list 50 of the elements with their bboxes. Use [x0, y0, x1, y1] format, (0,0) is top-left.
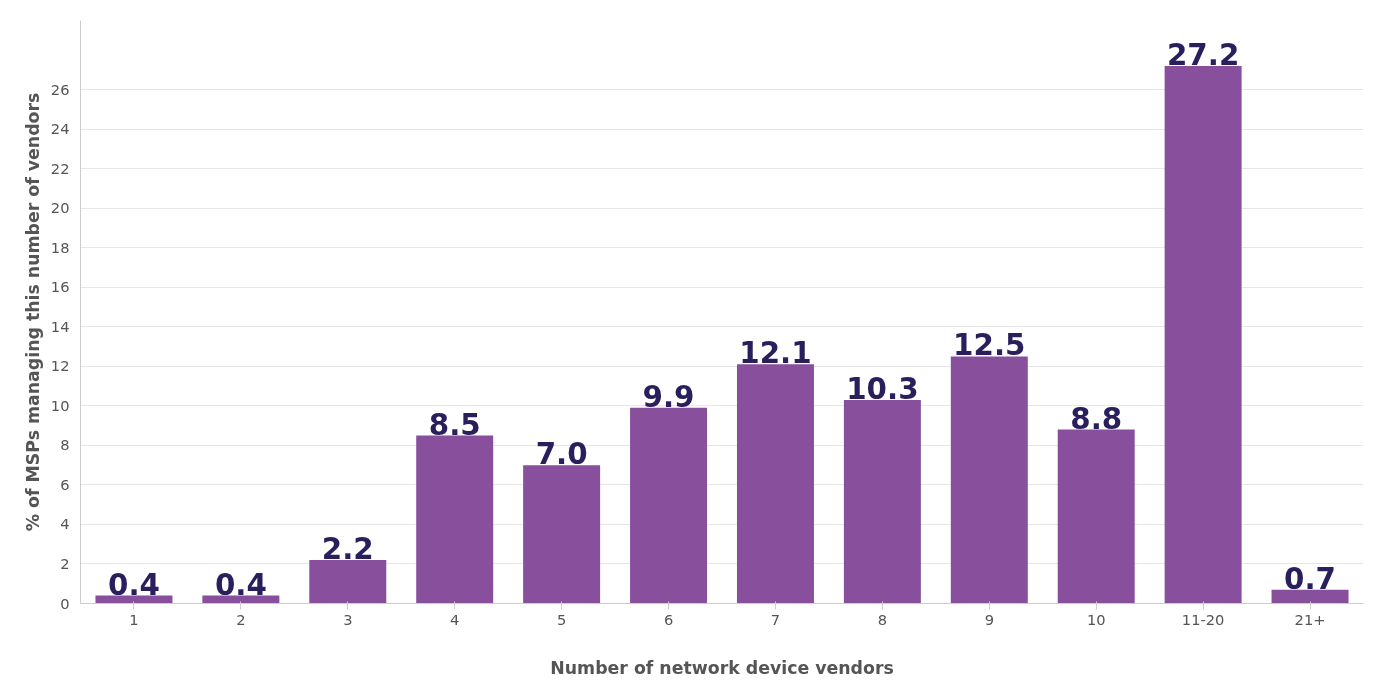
y-tick-label: 22	[50, 159, 70, 177]
x-tick-label: 10	[1086, 610, 1106, 628]
y-tick-label: 24	[50, 120, 70, 138]
data-label: 27.2	[1166, 37, 1240, 72]
x-tick-label: 5	[556, 610, 567, 628]
y-tick-label: 6	[60, 475, 70, 493]
x-tick-label: 21+	[1294, 610, 1326, 628]
x-tick-label: 9	[984, 610, 994, 628]
data-label: 7.0	[535, 437, 588, 472]
bar	[1164, 65, 1242, 604]
y-tick-label: 26	[50, 80, 70, 98]
data-label: 2.2	[321, 532, 374, 567]
bar	[416, 435, 494, 604]
bar	[950, 356, 1028, 604]
bar	[523, 465, 601, 604]
data-label: 12.1	[739, 336, 812, 371]
y-tick-label: 14	[50, 317, 70, 335]
x-tick-label: 1	[129, 610, 139, 628]
y-tick-label: 2	[60, 554, 70, 572]
bar	[630, 407, 708, 604]
y-axis-title: % of MSPs managing this number of vendors	[22, 92, 43, 532]
x-tick-label: 4	[450, 610, 460, 628]
x-tick-label: 2	[236, 610, 246, 628]
bar	[843, 399, 921, 604]
y-tick-label: 0	[60, 594, 70, 612]
x-tick-label: 7	[770, 610, 781, 628]
data-label: 0.7	[1284, 561, 1337, 596]
data-label: 12.5	[953, 328, 1026, 363]
y-tick-label: 16	[50, 278, 70, 296]
bar	[736, 364, 814, 604]
y-tick-label: 4	[60, 515, 70, 533]
data-label: 10.3	[846, 371, 919, 406]
y-tick-label: 12	[50, 357, 70, 375]
bar	[1057, 429, 1135, 604]
x-axis-title: Number of network device vendors	[550, 657, 894, 678]
bar	[1271, 589, 1349, 604]
x-tick-label: 6	[663, 610, 674, 628]
x-tick-label: 3	[343, 610, 353, 628]
data-label: 8.8	[1070, 401, 1123, 436]
data-label: 8.5	[428, 407, 481, 442]
y-tick-label: 8	[60, 436, 70, 454]
y-tick-label: 10	[50, 396, 70, 414]
data-label: 0.4	[214, 567, 267, 602]
bar	[309, 560, 387, 604]
data-label: 0.4	[107, 567, 160, 602]
x-tick-label: 11-20	[1181, 610, 1225, 628]
x-tick-label: 8	[877, 610, 888, 628]
data-label: 9.9	[642, 379, 695, 414]
y-tick-label: 20	[50, 199, 70, 217]
y-tick-label: 18	[50, 238, 70, 256]
